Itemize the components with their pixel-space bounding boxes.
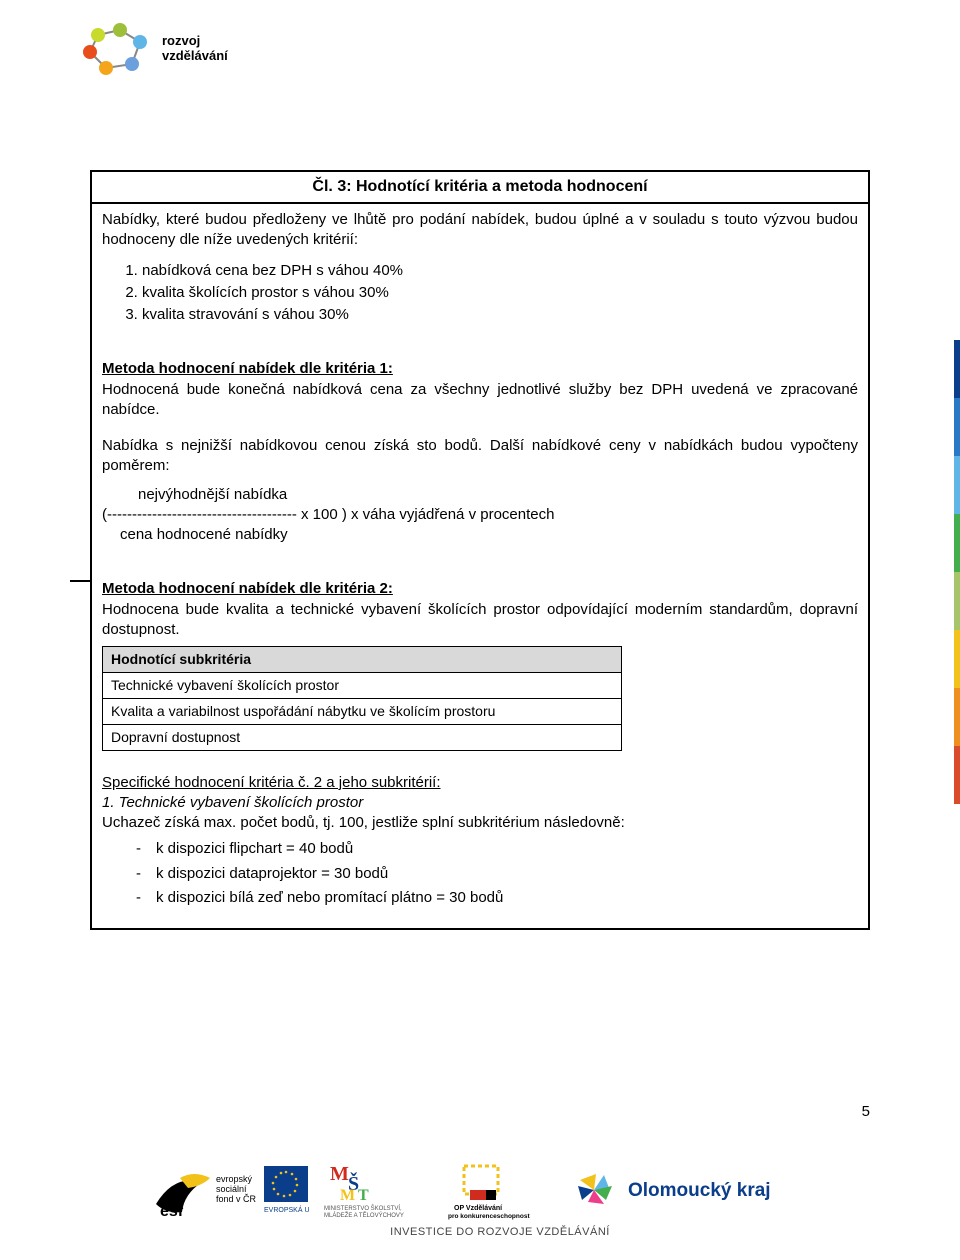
footer-logos: esf evropský sociální fond v ČR EVROPSKÁ… <box>150 1160 850 1222</box>
criteria-item: kvalita stravování s váhou 30% <box>142 305 858 325</box>
stripe <box>954 514 960 572</box>
stripe <box>954 572 960 630</box>
method1-formula: nejvýhodnější nabídka (-----------------… <box>102 485 858 546</box>
msmt-c1: MINISTERSTVO ŠKOLSTVÍ, <box>324 1205 402 1212</box>
stripe <box>954 340 960 398</box>
header-line1: rozvoj <box>162 34 228 49</box>
criteria-item: nabídková cena bez DPH s váhou 40% <box>142 261 858 281</box>
esf-t3: fond v ČR <box>216 1194 257 1204</box>
page-number: 5 <box>862 1103 870 1120</box>
header-line2: vzdělávání <box>162 49 228 64</box>
criteria-item: kvalita školících prostor s váhou 30% <box>142 283 858 303</box>
method1-heading: Metoda hodnocení nabídek dle kritéria 1: <box>102 359 858 379</box>
document-body: Čl. 3: Hodnotící kritéria a metoda hodno… <box>90 170 870 930</box>
subtable-header: Hodnotící subkritéria <box>103 647 622 673</box>
footer: esf evropský sociální fond v ČR EVROPSKÁ… <box>150 1160 850 1238</box>
esf-sub: EVROPSKÁ UNIE <box>264 1205 310 1214</box>
table-row: Technické vybavení školících prostor <box>103 672 622 698</box>
list-item: k dispozici bílá zeď nebo promítací plát… <box>136 888 858 908</box>
esf-logo-icon: esf evropský sociální fond v ČR EVROPSKÁ… <box>150 1160 310 1222</box>
footer-caption: INVESTICE DO ROZVOJE VZDĚLÁVÁNÍ <box>150 1226 850 1238</box>
stripe <box>954 746 960 804</box>
method2-heading: Metoda hodnocení nabídek dle kritéria 2: <box>102 579 858 599</box>
opvk-logo-icon: OP Vzdělávání pro konkurenceschopnost <box>444 1160 554 1222</box>
method1-section: Metoda hodnocení nabídek dle kritéria 1:… <box>102 359 858 545</box>
svg-text:esf: esf <box>160 1203 184 1220</box>
method1-p1: Hodnocená bude konečná nabídková cena za… <box>102 380 858 421</box>
side-stripes <box>954 340 960 804</box>
specific-intro: Uchazeč získá max. počet bodů, tj. 100, … <box>102 813 858 833</box>
article-title: Čl. 3: Hodnotící kritéria a metoda hodno… <box>92 172 868 204</box>
olomouc-text: Olomoucký kraj <box>628 1180 771 1201</box>
opvk-c1: OP Vzdělávání <box>454 1205 503 1212</box>
subcriteria-table: Hodnotící subkritéria Technické vybavení… <box>102 646 622 751</box>
table-row: Dopravní dostupnost <box>103 724 622 750</box>
svg-text:M: M <box>340 1187 355 1204</box>
formula-denom: cena hodnocené nabídky <box>120 525 858 545</box>
svg-text:T: T <box>358 1187 369 1204</box>
specific-subtitle: 1. Technické vybavení školících prostor <box>102 793 858 813</box>
msmt-logo-icon: M Š M T MINISTERSTVO ŠKOLSTVÍ, MLÁDEŽE A… <box>322 1160 432 1222</box>
msmt-c2: MLÁDEŽE A TĚLOVÝCHOVY <box>324 1211 404 1219</box>
stripe <box>954 456 960 514</box>
stripe <box>954 398 960 456</box>
table-row: Kvalita a variabilnost uspořádání nábytk… <box>103 698 622 724</box>
rozvoj-logo-icon <box>80 20 152 78</box>
formula-numer: nejvýhodnější nabídka <box>138 485 858 505</box>
formula-divider: (-------------------------------------- … <box>102 505 858 525</box>
header-logo: rozvoj vzdělávání <box>80 20 228 78</box>
specific-heading: Specifické hodnocení kritéria č. 2 a jeh… <box>102 773 858 793</box>
esf-t2: sociální <box>216 1184 247 1194</box>
stripe <box>954 630 960 688</box>
header-brand-text: rozvoj vzdělávání <box>162 34 228 64</box>
specific-bullets: k dispozici flipchart = 40 bodů k dispozi… <box>136 839 858 908</box>
article-frame: Čl. 3: Hodnotící kritéria a metoda hodno… <box>90 170 870 930</box>
svg-text:M: M <box>330 1163 349 1185</box>
method1-p2: Nabídka s nejnižší nabídkovou cenou získ… <box>102 436 858 477</box>
article-body: Nabídky, které budou předloženy ve lhůtě… <box>92 204 868 928</box>
olomouc-logo-icon: Olomoucký kraj <box>566 1160 786 1222</box>
table-cell: Technické vybavení školících prostor <box>103 672 622 698</box>
esf-t1: evropský <box>216 1174 253 1184</box>
list-item: k dispozici dataprojektor = 30 bodů <box>136 864 858 884</box>
opvk-c2: pro konkurenceschopnost <box>448 1213 530 1220</box>
method2-section: Metoda hodnocení nabídek dle kritéria 2:… <box>102 579 858 750</box>
criteria-list: nabídková cena bez DPH s váhou 40%kvalit… <box>142 261 858 326</box>
intro-paragraph: Nabídky, které budou předloženy ve lhůtě… <box>102 210 858 251</box>
stripe <box>954 688 960 746</box>
table-cell: Dopravní dostupnost <box>103 724 622 750</box>
method2-p1: Hodnocena bude kvalita a technické vybav… <box>102 600 858 641</box>
margin-mark <box>70 580 92 582</box>
list-item: k dispozici flipchart = 40 bodů <box>136 839 858 859</box>
table-cell: Kvalita a variabilnost uspořádání nábytk… <box>103 698 622 724</box>
